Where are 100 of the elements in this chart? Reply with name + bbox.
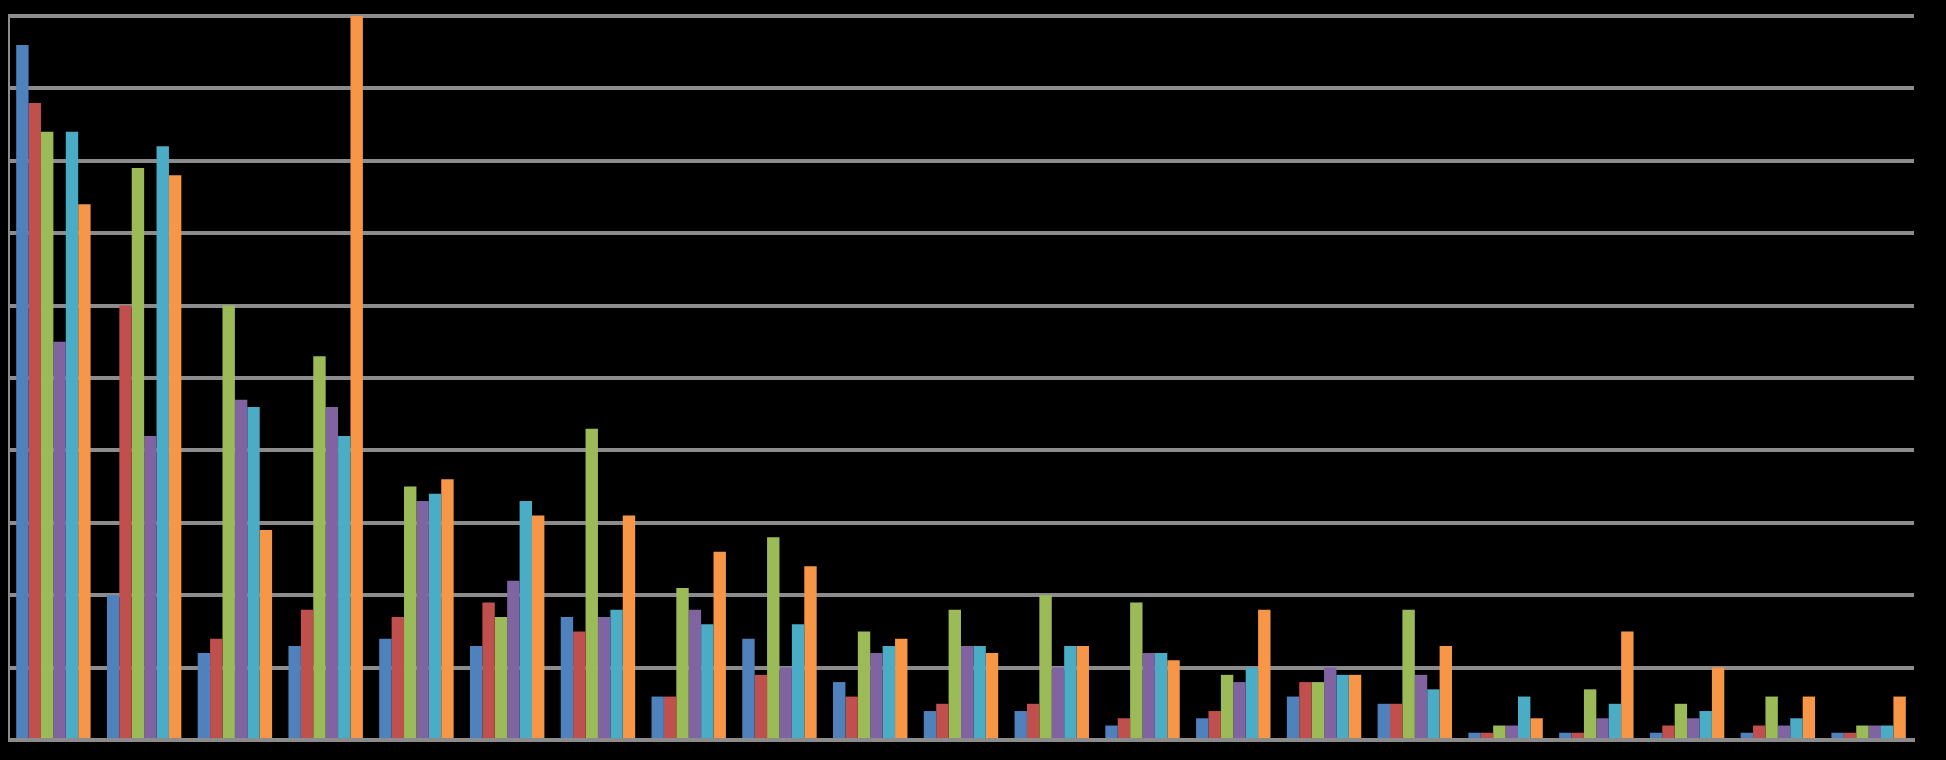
bar — [1220, 674, 1234, 738]
bar — [519, 501, 532, 738]
bar — [961, 645, 974, 738]
bar — [1868, 725, 1882, 738]
bar — [1142, 653, 1155, 738]
bar — [1286, 696, 1300, 738]
bar — [1154, 653, 1168, 738]
bar — [882, 645, 896, 738]
bar — [1559, 732, 1572, 738]
bar — [1493, 725, 1506, 738]
bar — [1517, 696, 1531, 738]
bar — [28, 102, 41, 738]
bar — [16, 44, 29, 738]
bar — [532, 515, 545, 738]
bar — [857, 631, 871, 738]
bar — [1790, 718, 1803, 738]
bar — [379, 638, 392, 738]
bar — [663, 696, 677, 738]
bar — [338, 435, 351, 738]
bar — [259, 530, 273, 738]
bar — [1777, 725, 1791, 738]
bar — [1480, 732, 1494, 738]
bar — [1117, 718, 1131, 738]
bar — [1014, 711, 1027, 738]
bar — [622, 515, 636, 738]
bar — [1299, 682, 1312, 738]
bar — [1427, 689, 1440, 738]
bar — [1324, 667, 1337, 738]
bar — [1621, 631, 1634, 738]
bar — [779, 667, 792, 738]
bar — [651, 696, 664, 738]
bar — [676, 587, 689, 738]
bar — [1505, 725, 1518, 738]
bar — [168, 175, 182, 738]
bar — [1699, 711, 1712, 738]
bar — [833, 682, 846, 738]
bar — [288, 645, 301, 738]
bar — [791, 624, 805, 738]
bar — [416, 501, 429, 738]
bar — [573, 631, 586, 738]
bar — [247, 406, 260, 738]
bar — [78, 204, 91, 738]
bar — [923, 711, 937, 738]
bar — [119, 305, 132, 738]
bar — [845, 696, 858, 738]
bar — [1596, 718, 1609, 738]
bar — [1881, 725, 1894, 738]
bar — [197, 653, 211, 738]
bar — [1608, 703, 1622, 738]
bar — [1105, 725, 1118, 738]
bar — [948, 609, 961, 738]
bar — [936, 703, 949, 738]
bar — [1571, 732, 1584, 738]
bar — [895, 638, 908, 738]
bar — [1196, 718, 1209, 738]
bar — [1064, 645, 1077, 738]
bar — [300, 609, 314, 738]
bar — [1402, 609, 1415, 738]
bar — [1348, 674, 1362, 738]
bar — [560, 616, 574, 738]
bar — [1039, 595, 1052, 738]
bar — [131, 168, 145, 738]
bar — [1740, 732, 1754, 738]
bar — [325, 406, 339, 738]
bar — [1530, 718, 1543, 738]
bar — [313, 356, 326, 738]
bar — [428, 493, 442, 738]
bar — [1377, 703, 1390, 738]
bar — [973, 645, 986, 738]
bar — [1130, 602, 1143, 738]
bar — [1831, 732, 1844, 738]
bar — [234, 399, 248, 738]
bar — [222, 305, 235, 738]
bar — [1765, 696, 1778, 738]
bar — [1311, 682, 1325, 738]
bar — [1802, 696, 1816, 738]
bar — [65, 131, 79, 738]
bar — [1662, 725, 1675, 738]
bar — [350, 16, 363, 738]
bar — [1856, 725, 1869, 738]
bar — [494, 616, 508, 738]
bar — [713, 551, 726, 738]
bar — [1076, 645, 1089, 738]
bar — [404, 486, 417, 738]
bar — [156, 146, 169, 738]
bar — [585, 428, 598, 738]
bar — [1245, 667, 1259, 738]
bar — [688, 609, 702, 738]
bar — [1439, 645, 1453, 738]
bar — [597, 616, 611, 738]
bar — [1026, 703, 1040, 738]
bar — [1893, 696, 1906, 738]
bar — [1051, 667, 1065, 738]
bar — [754, 674, 768, 738]
bar — [610, 609, 623, 738]
bar — [870, 653, 883, 738]
bar — [1414, 674, 1428, 738]
bar — [1468, 732, 1481, 738]
bar — [1687, 718, 1700, 738]
bar — [144, 435, 157, 738]
